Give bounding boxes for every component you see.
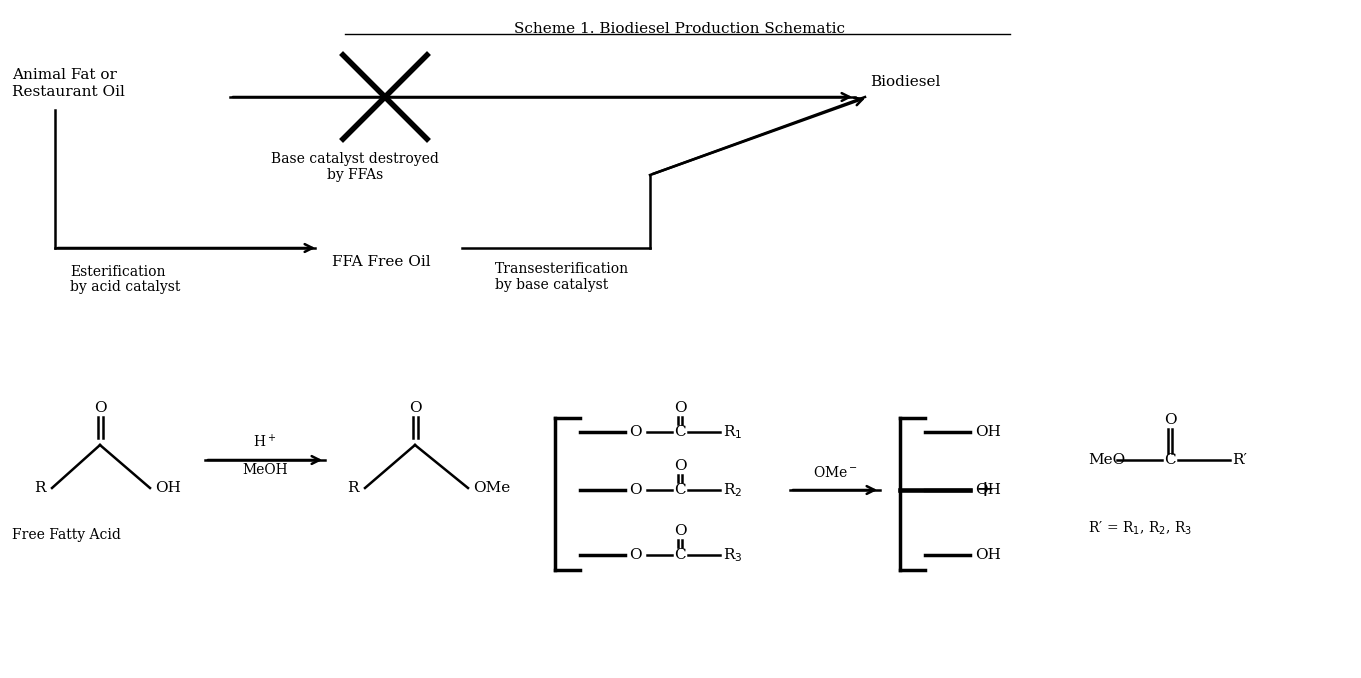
- Text: OMe: OMe: [474, 481, 510, 495]
- Text: C: C: [1164, 453, 1176, 467]
- Text: by acid catalyst: by acid catalyst: [69, 280, 181, 294]
- Text: O: O: [629, 425, 641, 439]
- Text: R$_3$: R$_3$: [723, 546, 743, 564]
- Text: by base catalyst: by base catalyst: [495, 278, 608, 292]
- Text: Free Fatty Acid: Free Fatty Acid: [12, 528, 121, 542]
- Text: by FFAs: by FFAs: [327, 168, 384, 182]
- Text: R$_1$: R$_1$: [723, 423, 742, 441]
- Text: FFA Free Oil: FFA Free Oil: [332, 255, 430, 269]
- Text: Transesterification: Transesterification: [495, 262, 629, 276]
- Text: Base catalyst destroyed: Base catalyst destroyed: [271, 152, 440, 166]
- Text: R: R: [347, 481, 359, 495]
- Text: R: R: [34, 481, 46, 495]
- Text: OH: OH: [974, 548, 1000, 562]
- Text: C: C: [674, 425, 686, 439]
- Text: R$_2$: R$_2$: [723, 481, 742, 499]
- Text: O: O: [629, 483, 641, 497]
- Text: O: O: [408, 401, 422, 415]
- Text: Biodiesel: Biodiesel: [870, 75, 940, 89]
- Text: R′: R′: [1232, 453, 1247, 467]
- Text: Animal Fat or: Animal Fat or: [12, 68, 117, 82]
- Text: MeOH: MeOH: [242, 463, 287, 477]
- Text: Scheme 1. Biodiesel Production Schematic: Scheme 1. Biodiesel Production Schematic: [514, 22, 845, 36]
- Text: H$^+$: H$^+$: [253, 433, 276, 450]
- Text: OH: OH: [974, 425, 1000, 439]
- Text: +: +: [976, 479, 995, 501]
- Text: O: O: [674, 401, 686, 415]
- Text: O: O: [674, 459, 686, 473]
- Text: O: O: [629, 548, 641, 562]
- Text: O: O: [1164, 413, 1176, 427]
- Text: C: C: [674, 548, 686, 562]
- Text: OMe$^-$: OMe$^-$: [813, 465, 857, 480]
- Text: MeO: MeO: [1087, 453, 1126, 467]
- Text: O: O: [674, 524, 686, 538]
- Text: OH: OH: [155, 481, 181, 495]
- Text: Esterification: Esterification: [69, 265, 166, 279]
- Text: O: O: [94, 401, 106, 415]
- Text: C: C: [674, 483, 686, 497]
- Text: R′ = R$_1$, R$_2$, R$_3$: R′ = R$_1$, R$_2$, R$_3$: [1087, 520, 1192, 538]
- Text: Restaurant Oil: Restaurant Oil: [12, 85, 125, 99]
- Text: OH: OH: [974, 483, 1000, 497]
